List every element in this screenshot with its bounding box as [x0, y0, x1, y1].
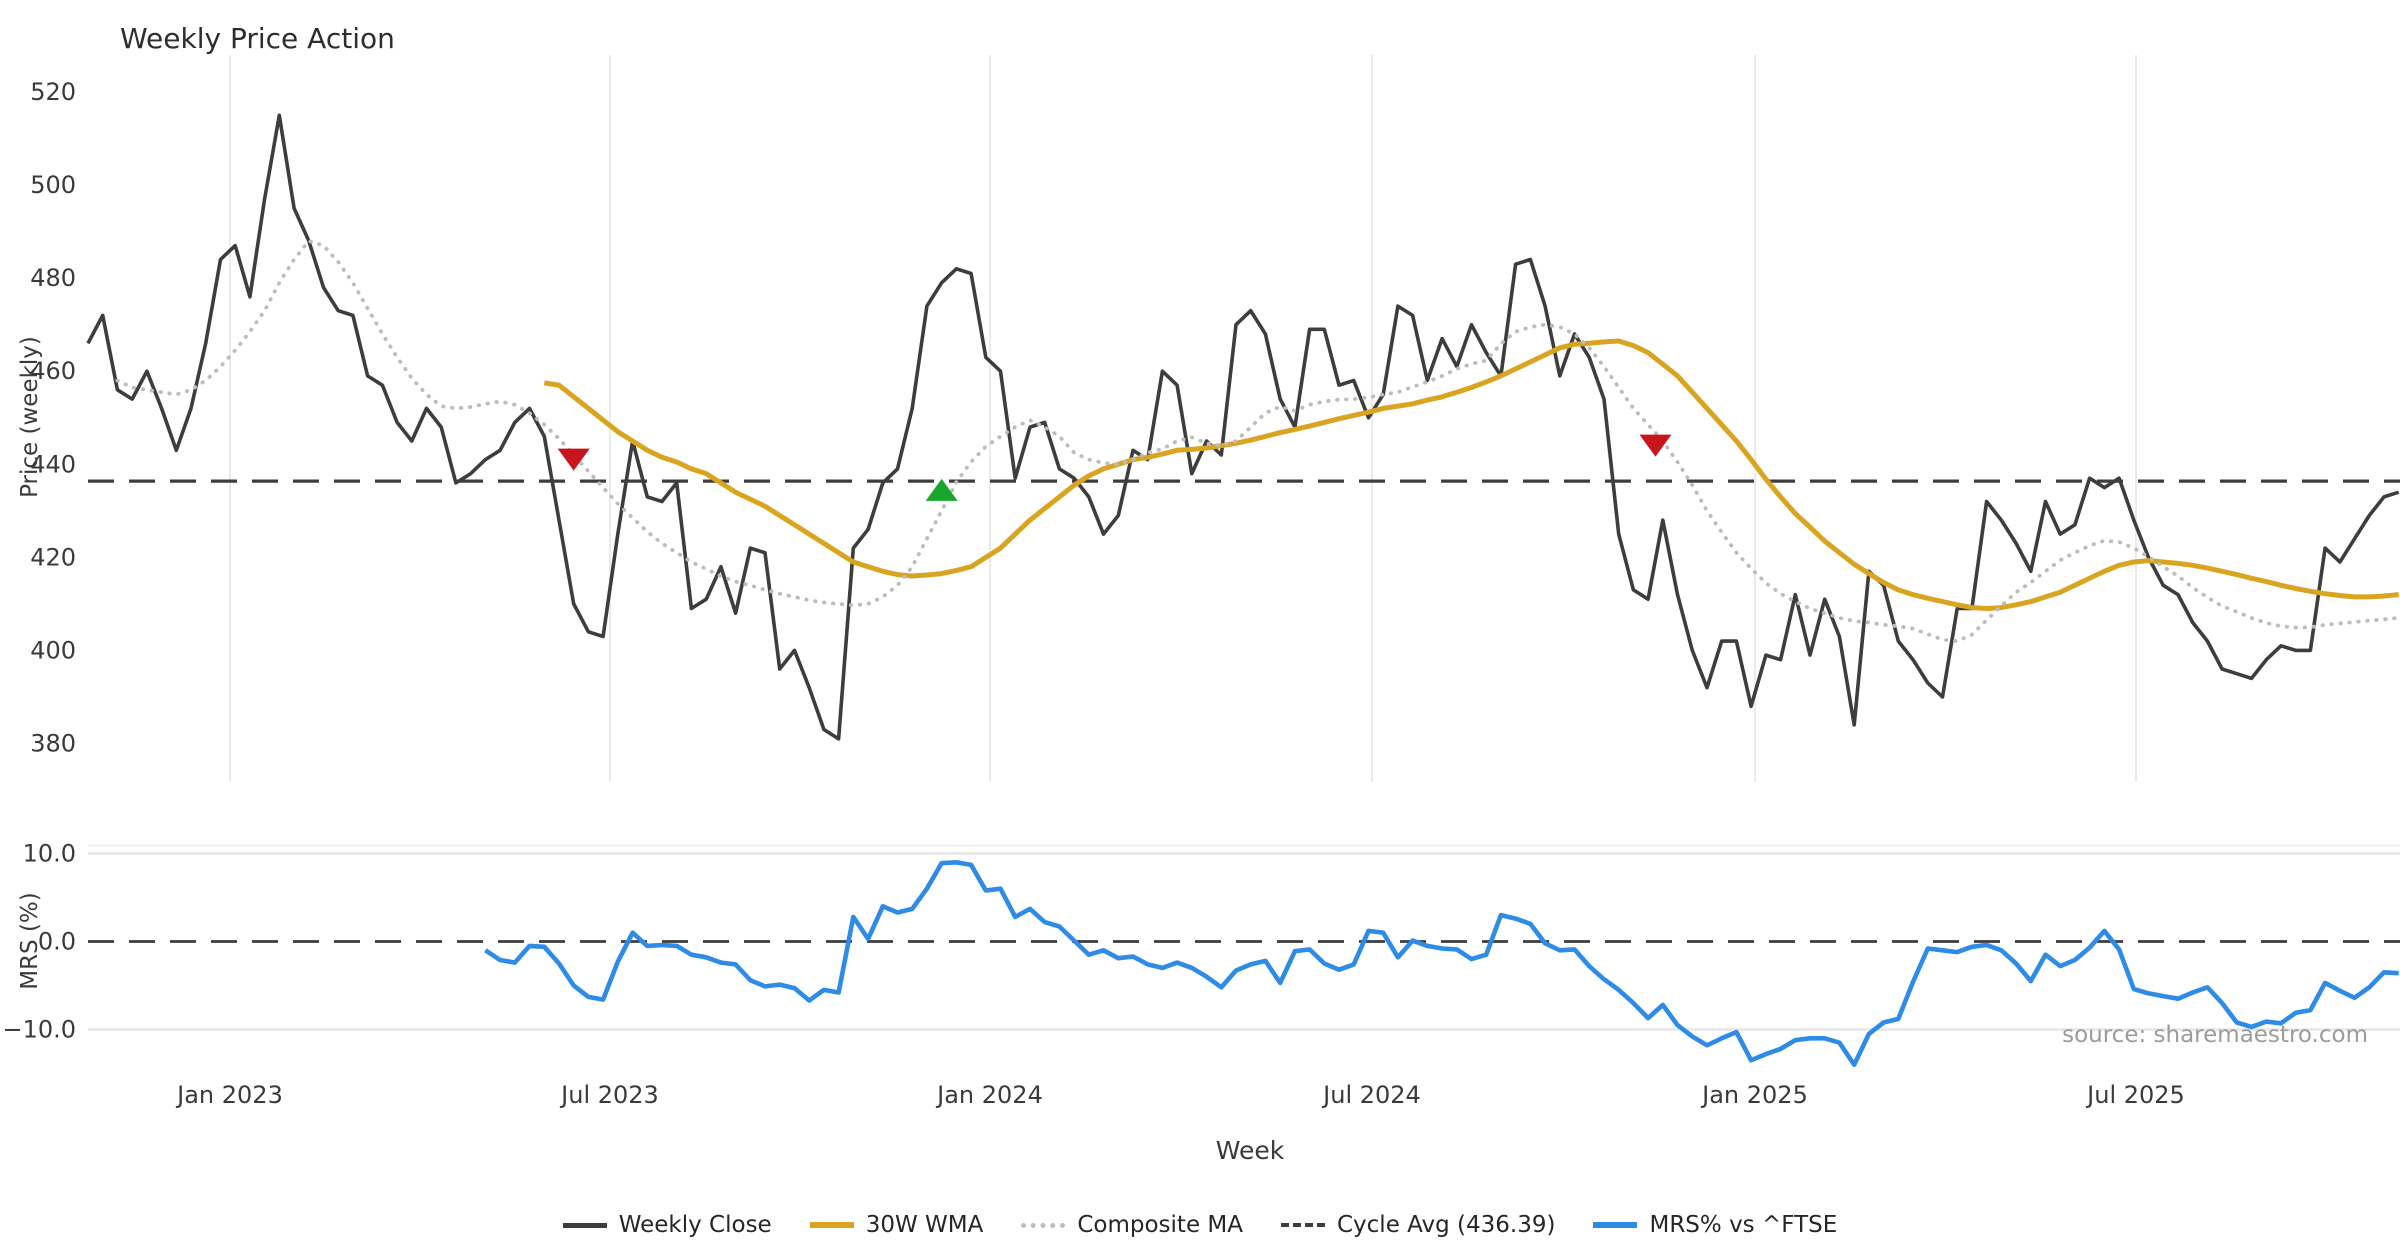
legend-label: Cycle Avg (436.39): [1336, 1212, 1556, 1238]
legend-item-30w-wma: 30W WMA: [809, 1212, 984, 1238]
sell-marker-icon: [557, 448, 590, 471]
mrs-tick-label: −10.0: [2, 1016, 76, 1044]
wma-line-swatch-icon: [809, 1222, 854, 1228]
legend-item-cycle-avg: Cycle Avg (436.39): [1280, 1212, 1556, 1238]
x-tick-label: Jan 2024: [935, 1081, 1043, 1109]
wma-line: [543, 338, 2399, 611]
legend-label: Composite MA: [1077, 1212, 1243, 1238]
x-tick-label: Jan 2025: [1700, 1081, 1808, 1109]
price-tick-label: 440: [30, 450, 76, 478]
price-tick-label: 420: [30, 543, 76, 571]
legend-label: MRS% vs ^FTSE: [1649, 1212, 1838, 1238]
legend-item-mrs: MRS% vs ^FTSE: [1593, 1212, 1837, 1238]
price-tick-label: 380: [30, 730, 76, 758]
mrs-line-swatch-icon: [1593, 1222, 1638, 1228]
chart-legend: Weekly Close 30W WMA Composite MA Cycle …: [0, 1212, 2400, 1238]
composite-ma-swatch-icon: [1021, 1222, 1066, 1228]
x-tick-label: Jul 2024: [1321, 1081, 1421, 1109]
x-tick-label: Jul 2023: [559, 1081, 659, 1109]
price-axis-label: Price (weekly): [17, 336, 43, 498]
x-axis-label: Week: [1215, 1136, 1285, 1165]
composite-ma-line: [115, 238, 2400, 643]
price-tick-label: 400: [30, 636, 76, 664]
mrs-axis-label: MRS (%): [17, 892, 43, 990]
mrs-tick-label: 10.0: [23, 840, 76, 868]
price-tick-label: 480: [30, 264, 76, 292]
chart-title: Weekly Price Action: [120, 22, 395, 55]
x-tick-label: Jul 2025: [2085, 1081, 2185, 1109]
x-tick-label: Jan 2023: [175, 1081, 283, 1109]
legend-item-composite-ma: Composite MA: [1021, 1212, 1243, 1238]
price-tick-label: 460: [30, 357, 76, 385]
mrs-line: [484, 859, 2399, 1067]
sell-marker-icon: [1639, 434, 1672, 457]
cycle-avg-swatch-icon: [1280, 1223, 1325, 1227]
price-tick-label: 520: [30, 78, 76, 106]
price-tick-label: 500: [30, 171, 76, 199]
buy-marker-icon: [925, 478, 958, 501]
weekly-close-line-swatch-icon: [562, 1222, 607, 1228]
legend-label: 30W WMA: [865, 1212, 984, 1238]
legend-label: Weekly Close: [618, 1212, 772, 1238]
legend-item-weekly-close: Weekly Close: [562, 1212, 772, 1238]
weekly-close-line: [86, 113, 2400, 741]
mrs-tick-label: 0.0: [38, 928, 76, 956]
source-watermark: source: sharemaestro.com: [2062, 1022, 2368, 1048]
